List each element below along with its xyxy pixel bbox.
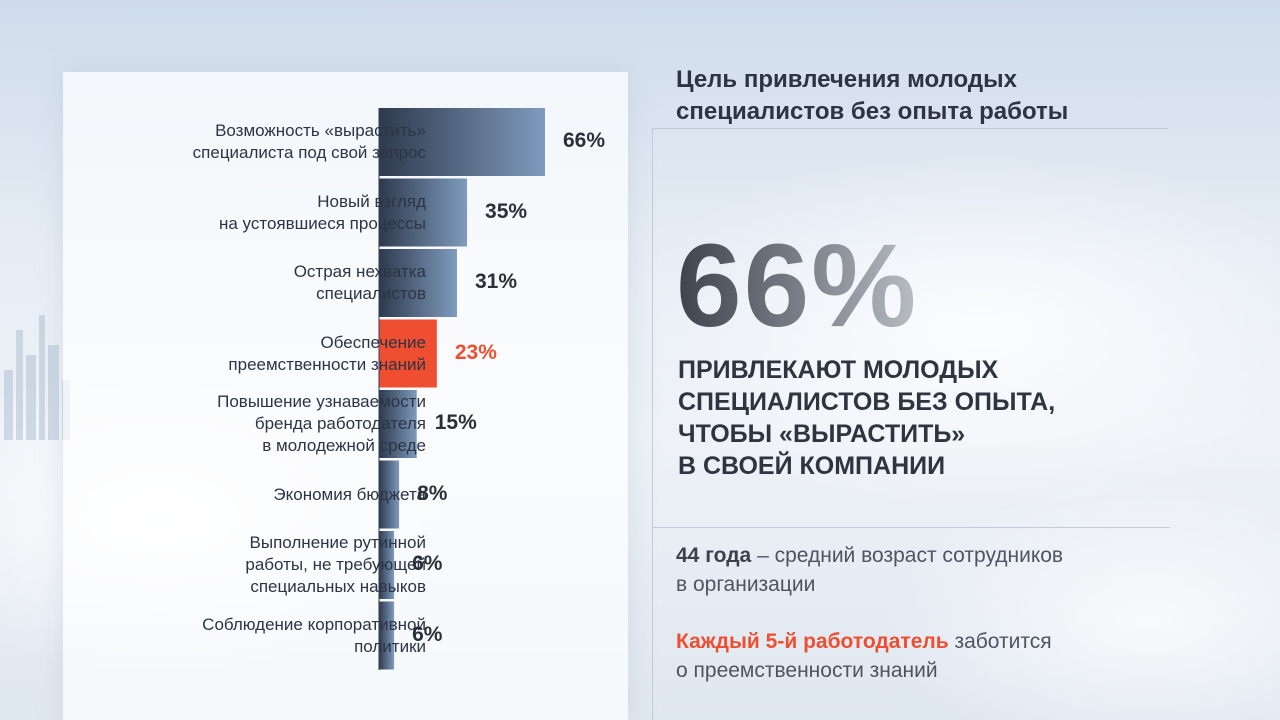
- fact-average-age: 44 года – средний возраст сотрудников в …: [676, 541, 1166, 599]
- fact-lead: Каждый 5-й работодатель: [676, 630, 949, 653]
- category-label: Обеспечение преемственности знаний: [228, 332, 426, 374]
- value-label: 31%: [474, 270, 517, 293]
- page-title: Цель привлечения молодых специалистов бе…: [676, 66, 1069, 125]
- highlight-value: 66%: [676, 220, 919, 352]
- fact-text: – средний возраст сотрудников в организа…: [676, 544, 1064, 596]
- value-label: 23%: [454, 340, 497, 364]
- value-label: 15%: [434, 411, 477, 434]
- value-label: 66%: [563, 129, 606, 152]
- category-label: Повышение узнаваемости бренда работодате…: [217, 392, 426, 455]
- chart-bar: [379, 249, 457, 317]
- category-label: Экономия бюджета: [273, 484, 426, 504]
- chart-bar: [379, 178, 468, 247]
- fact-lead: 44 года: [676, 544, 752, 567]
- fact-text: заботится о преемственности знаний: [676, 630, 1052, 682]
- chart-card: Возможность «вырастить» специалиста под …: [63, 72, 628, 720]
- title-divider: [652, 128, 1168, 129]
- category-label: Новый взгляд на устоявшиеся процессы: [218, 191, 426, 233]
- chart-bar: [379, 460, 400, 529]
- chart-bar: [379, 390, 417, 458]
- chart-bar: [379, 319, 437, 388]
- chart-bar: [379, 108, 545, 176]
- value-label: 8%: [417, 481, 448, 505]
- bar-chart: [378, 108, 545, 670]
- category-label: Возможность «вырастить» специалиста под …: [192, 121, 426, 162]
- category-label: Соблюдение корпоративной политики: [202, 614, 426, 656]
- section-divider: [652, 527, 1170, 528]
- value-label: 6%: [412, 552, 443, 575]
- chart-bar: [379, 601, 395, 670]
- fact-knowledge-transfer: Каждый 5-й работодатель заботится о прее…: [676, 627, 1166, 685]
- category-label: Выполнение рутинной работы, не требующей…: [245, 533, 426, 596]
- chart-bar: [379, 531, 395, 599]
- vertical-divider: [652, 128, 653, 720]
- value-label: 35%: [485, 199, 528, 223]
- highlight-caption: ПРИВЛЕКАЮТ МОЛОДЫХ СПЕЦИАЛИСТОВ БЕЗ ОПЫТ…: [678, 356, 1056, 480]
- value-label: 6%: [412, 622, 443, 646]
- category-label: Острая нехватка специалистов: [293, 262, 426, 303]
